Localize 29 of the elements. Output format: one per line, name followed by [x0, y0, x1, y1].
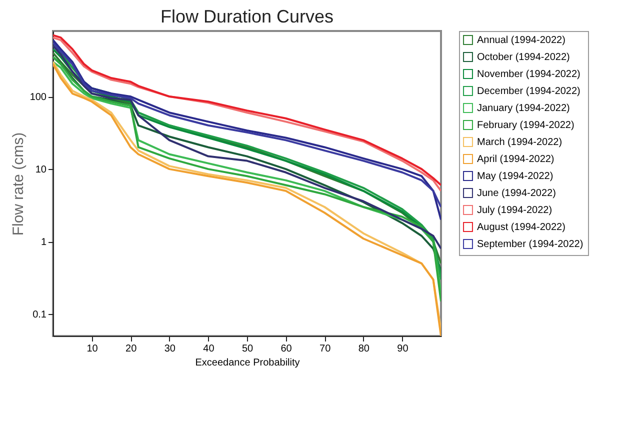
- legend-label: Annual (1994-2022): [477, 35, 566, 46]
- y-tick-label: 100: [30, 92, 47, 104]
- x-axis-title: Exceedance Probability: [195, 358, 300, 368]
- x-tick-label: 20: [126, 344, 138, 354]
- legend-label: May (1994-2022): [477, 171, 554, 182]
- x-tick-label: 30: [164, 344, 176, 354]
- legend-label: December (1994-2022): [477, 86, 580, 97]
- y-axis-title: Flow rate (cms): [10, 132, 27, 236]
- y-tick-label: 10: [35, 164, 47, 176]
- legend-label: January (1994-2022): [477, 103, 570, 114]
- legend-label: April (1994-2022): [477, 154, 554, 165]
- legend-label: July (1994-2022): [477, 205, 552, 216]
- legend-label: November (1994-2022): [477, 69, 580, 80]
- x-tick-label: 80: [358, 344, 370, 354]
- x-tick-label: 90: [397, 344, 409, 354]
- x-tick-label: 50: [242, 344, 254, 354]
- legend-label: March (1994-2022): [477, 137, 562, 148]
- legend-label: August (1994-2022): [477, 222, 566, 233]
- y-tick-label: 1: [40, 237, 47, 248]
- y-tick-label: 0.1: [32, 310, 47, 321]
- legend-label: June (1994-2022): [477, 188, 556, 199]
- legend-label: February (1994-2022): [477, 120, 574, 131]
- legend-label: September (1994-2022): [477, 239, 584, 250]
- x-tick-label: 40: [203, 344, 215, 354]
- legend-label: October (1994-2022): [477, 52, 570, 63]
- chart-title: Flow Duration Curves: [160, 6, 334, 26]
- x-tick-label: 70: [320, 344, 332, 354]
- x-tick-label: 60: [280, 344, 292, 354]
- x-tick-label: 10: [86, 344, 98, 354]
